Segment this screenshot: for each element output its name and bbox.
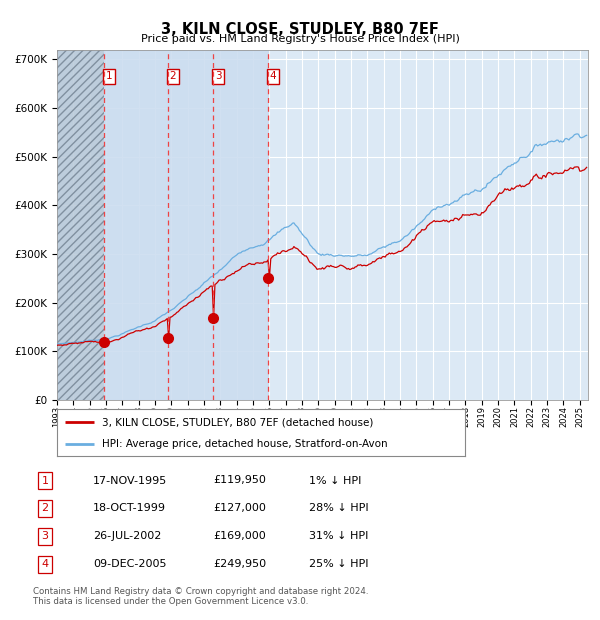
Text: Contains HM Land Registry data © Crown copyright and database right 2024.
This d: Contains HM Land Registry data © Crown c… [33, 587, 368, 606]
Text: 28% ↓ HPI: 28% ↓ HPI [309, 503, 368, 513]
Text: £127,000: £127,000 [213, 503, 266, 513]
Bar [104, 50, 168, 400]
Text: 4: 4 [269, 71, 277, 81]
Text: 1: 1 [41, 476, 49, 485]
Text: £169,000: £169,000 [213, 531, 266, 541]
Text: £249,950: £249,950 [213, 559, 266, 569]
Text: 26-JUL-2002: 26-JUL-2002 [93, 531, 161, 541]
Text: 25% ↓ HPI: 25% ↓ HPI [309, 559, 368, 569]
Text: 2: 2 [41, 503, 49, 513]
Text: 09-DEC-2005: 09-DEC-2005 [93, 559, 167, 569]
Bar [57, 50, 104, 400]
Text: 2: 2 [170, 71, 176, 81]
Text: 3: 3 [215, 71, 221, 81]
Text: 3, KILN CLOSE, STUDLEY, B80 7EF: 3, KILN CLOSE, STUDLEY, B80 7EF [161, 22, 439, 37]
Text: £119,950: £119,950 [213, 476, 266, 485]
Text: 3: 3 [41, 531, 49, 541]
Text: 17-NOV-1995: 17-NOV-1995 [93, 476, 167, 485]
Text: 1: 1 [106, 71, 112, 81]
Text: HPI: Average price, detached house, Stratford-on-Avon: HPI: Average price, detached house, Stra… [102, 439, 388, 449]
Bar [213, 50, 268, 400]
Text: Price paid vs. HM Land Registry's House Price Index (HPI): Price paid vs. HM Land Registry's House … [140, 34, 460, 44]
Bar [168, 50, 213, 400]
Text: 18-OCT-1999: 18-OCT-1999 [93, 503, 166, 513]
Text: 4: 4 [41, 559, 49, 569]
Text: 31% ↓ HPI: 31% ↓ HPI [309, 531, 368, 541]
Text: 3, KILN CLOSE, STUDLEY, B80 7EF (detached house): 3, KILN CLOSE, STUDLEY, B80 7EF (detache… [102, 417, 373, 427]
Bar [57, 50, 104, 400]
Text: 1% ↓ HPI: 1% ↓ HPI [309, 476, 361, 485]
